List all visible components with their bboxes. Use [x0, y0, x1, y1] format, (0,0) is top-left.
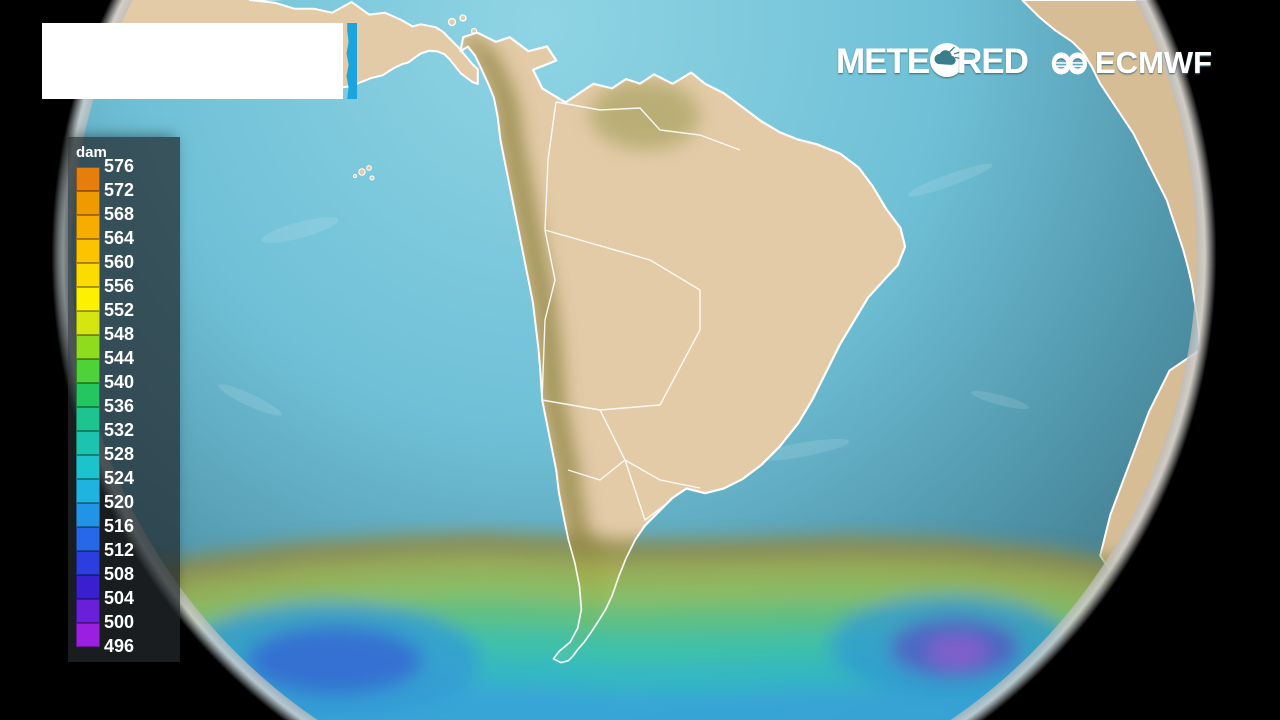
svg-text:ECMWF: ECMWF [1095, 45, 1212, 80]
svg-text:METE: METE [836, 42, 929, 81]
svg-text:RED: RED [957, 42, 1028, 81]
